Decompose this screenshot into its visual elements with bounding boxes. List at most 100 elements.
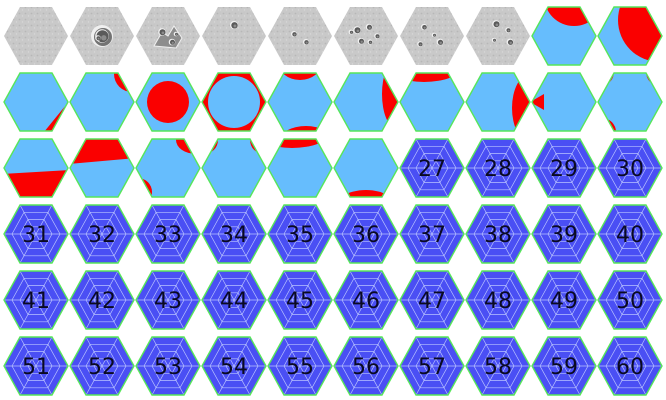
tile-number-label: 56 (352, 355, 380, 380)
moon-tile (334, 7, 398, 65)
region-tile (136, 139, 200, 197)
tile-number-label: 41 (22, 289, 50, 314)
tile-number-label: 59 (550, 355, 578, 380)
tile-60: 60 (597, 336, 663, 396)
tile-10 (597, 6, 663, 66)
tile-number-label: 48 (484, 289, 512, 314)
moon-tile (202, 7, 266, 65)
tile-4 (202, 7, 266, 65)
tile-1 (4, 7, 68, 65)
region-tile (532, 73, 596, 131)
tile-36: 36 (333, 204, 399, 264)
tile-30: 30 (597, 138, 663, 198)
tile-2 (70, 7, 134, 65)
tile-35: 35 (267, 204, 333, 264)
tile-number-label: 53 (154, 355, 182, 380)
tile-number-label: 34 (220, 223, 248, 248)
tile-number-label: 49 (550, 289, 578, 314)
tile-number-label: 38 (484, 223, 512, 248)
tile-59: 59 (531, 336, 597, 396)
tile-number-label: 44 (220, 289, 248, 314)
tile-53: 53 (135, 336, 201, 396)
tile-48: 48 (465, 270, 531, 330)
tile-33: 33 (135, 204, 201, 264)
tile-44: 44 (201, 270, 267, 330)
tile-number-label: 60 (616, 355, 644, 380)
region-tile (202, 139, 266, 197)
region-tile (400, 73, 464, 131)
tile-29: 29 (531, 138, 597, 198)
tile-52: 52 (69, 336, 135, 396)
tile-21 (3, 138, 69, 198)
region-tile (4, 73, 68, 131)
tile-50: 50 (597, 270, 663, 330)
tile-number-label: 47 (418, 289, 446, 314)
tile-7 (400, 7, 464, 65)
tile-54: 54 (201, 336, 267, 396)
region-tile (598, 73, 662, 131)
tile-43: 43 (135, 270, 201, 330)
tile-number-label: 50 (616, 289, 644, 314)
tile-47: 47 (399, 270, 465, 330)
tile-51: 51 (3, 336, 69, 396)
region-tile (268, 73, 332, 131)
tile-39: 39 (531, 204, 597, 264)
tile-number-label: 39 (550, 223, 578, 248)
tile-45: 45 (267, 270, 333, 330)
tile-40: 40 (597, 204, 663, 264)
region-tile (334, 139, 398, 197)
tile-number-label: 54 (220, 355, 248, 380)
tile-number-label: 58 (484, 355, 512, 380)
region-tile (268, 139, 332, 197)
tile-58: 58 (465, 336, 531, 396)
tile-31: 31 (3, 204, 69, 264)
tile-37: 37 (399, 204, 465, 264)
tile-number-label: 45 (286, 289, 314, 314)
tile-46: 46 (333, 270, 399, 330)
tile-20 (597, 72, 663, 132)
tile-number-label: 46 (352, 289, 380, 314)
tile-34: 34 (201, 204, 267, 264)
tile-number-label: 37 (418, 223, 446, 248)
tile-16 (333, 72, 399, 132)
tile-number-label: 29 (550, 157, 578, 182)
tile-number-label: 40 (616, 223, 644, 248)
tile-42: 42 (69, 270, 135, 330)
tile-number-label: 31 (22, 223, 50, 248)
moon-tile (4, 7, 68, 65)
tile-11 (3, 72, 69, 132)
tile-number-label: 27 (418, 157, 446, 182)
tile-number-label: 57 (418, 355, 446, 380)
moon-tile (268, 7, 332, 65)
tile-9 (531, 6, 597, 66)
tile-number-label: 33 (154, 223, 182, 248)
tile-number-label: 30 (616, 157, 644, 182)
tile-number-label: 55 (286, 355, 314, 380)
tile-number-label: 42 (88, 289, 116, 314)
tile-number-label: 43 (154, 289, 182, 314)
tile-15 (267, 72, 333, 132)
tile-27: 27 (399, 138, 465, 198)
tile-55: 55 (267, 336, 333, 396)
tile-41: 41 (3, 270, 69, 330)
region-tile (334, 73, 398, 131)
tile-12 (69, 72, 135, 132)
tile-number-label: 35 (286, 223, 314, 248)
tile-6 (334, 7, 398, 65)
tile-49: 49 (531, 270, 597, 330)
tile-number-label: 51 (22, 355, 50, 380)
tile-number-label: 32 (88, 223, 116, 248)
tile-3 (136, 7, 200, 65)
tile-32: 32 (69, 204, 135, 264)
tile-number-label: 52 (88, 355, 116, 380)
tile-23 (135, 138, 201, 198)
tile-number-label: 36 (352, 223, 380, 248)
tile-8 (466, 7, 530, 65)
tile-38: 38 (465, 204, 531, 264)
tile-26 (333, 138, 399, 198)
tile-57: 57 (399, 336, 465, 396)
region-tile (70, 73, 134, 131)
tile-22 (69, 138, 135, 198)
tile-28: 28 (465, 138, 531, 198)
